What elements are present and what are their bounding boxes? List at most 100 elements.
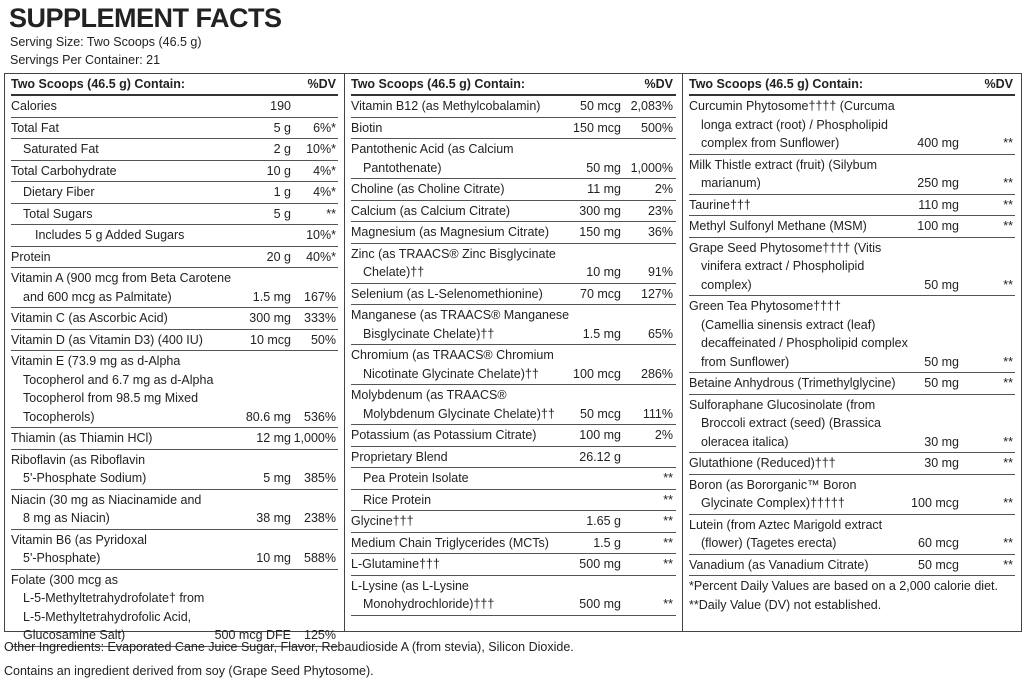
nutrient-name: decaffeinated / Phospholipid complex	[701, 336, 908, 350]
nutrient-name: Vitamin B6 (as Pyridoxal	[11, 532, 147, 547]
nutrient-name: Proprietary Blend	[351, 449, 448, 464]
nutrient-name: Rice Protein	[363, 492, 432, 507]
nutrient-name: (Camellia sinensis extract (leaf)	[701, 317, 876, 332]
nutrient-name: 5'-Phosphate)	[23, 551, 101, 565]
daily-value: **	[1003, 376, 1013, 390]
daily-value: 500%	[641, 120, 673, 135]
nutrient-name: Saturated Fat	[23, 142, 99, 156]
amount: 26.12 g	[579, 449, 621, 464]
facts-table: Two Scoops (46.5 g) Contain: %DV Calories 1…	[4, 73, 1022, 647]
amount: 400 mg	[917, 136, 959, 150]
nutrient-name: Manganese (as TRAACS® Manganese	[351, 308, 570, 322]
nutrient-name: Includes 5 g Added Sugars	[35, 228, 185, 242]
amount: 300 mg	[579, 203, 621, 218]
nutrient-row: Total Carbohydrate 10 g 4%*	[11, 161, 338, 182]
amount: 5 g	[273, 120, 291, 135]
amount: 50 mg	[586, 160, 621, 175]
nutrient-row: Total Sugars 5 g **	[11, 204, 338, 225]
nutrient-row: Methyl Sulfonyl Methane (MSM) 100 mg **	[689, 216, 1015, 238]
nutrient-row: Green Tea Phytosome†††† (Camellia sinensi…	[689, 296, 1015, 373]
nutrient-row: Selenium (as L-Selenomethionine) 70 mcg 12…	[351, 284, 676, 305]
nutrient-row: Calories 190	[11, 96, 338, 118]
nutrient-name: Taurine†††	[689, 197, 751, 212]
nutrient-row: Rice Protein **	[351, 490, 676, 511]
amount: 500 mg	[579, 557, 621, 571]
amount: 11 mg	[587, 182, 621, 196]
nutrient-row: Chromium (as TRAACS® Chromium Nicotinate …	[351, 345, 676, 385]
daily-value: 333%	[304, 311, 336, 325]
nutrient-name: Calcium (as Calcium Citrate)	[351, 203, 511, 218]
amount: 50 mcg	[580, 99, 621, 113]
nutrient-name: Curcumin Phytosome†††† (Curcuma	[689, 99, 895, 113]
nutrient-row: Niacin (30 mg as Niacinamide and 8 mg as …	[11, 490, 338, 530]
footnote: *Percent Daily Values are based on a 2,0…	[689, 579, 998, 593]
daily-value: **	[1003, 136, 1013, 150]
daily-value: 1,000%	[293, 431, 336, 445]
daily-value: **	[1003, 557, 1013, 572]
nutrient-row: Curcumin Phytosome†††† (Curcuma longa ext…	[689, 96, 1015, 155]
daily-value: 238%	[304, 511, 336, 525]
nutrient-name: Choline (as Choline Citrate)	[351, 182, 505, 196]
nutrient-name: Pantothenic Acid (as Calcium	[351, 142, 514, 156]
nutrient-row: Zinc (as TRAACS® Zinc Bisglycinate Chelat…	[351, 244, 676, 284]
nutrient-row: Boron (as Bororganic™ Boron Glycinate Com…	[689, 475, 1015, 515]
nutrient-name: Biotin	[351, 120, 383, 135]
daily-value: 40%*	[306, 249, 336, 264]
nutrient-name: longa extract (root) / Phospholipid	[701, 117, 888, 132]
nutrient-name: marianum)	[701, 176, 761, 190]
nutrient-name: Bisglycinate Chelate)††	[363, 326, 495, 341]
title: SUPPLEMENT FACTS	[9, 3, 282, 33]
nutrient-name: (flower) (Tagetes erecta)	[701, 536, 837, 550]
nutrient-name: Thiamin (as Thiamin HCl)	[11, 431, 153, 445]
daily-value: 65%	[647, 326, 673, 341]
nutrient-row: Vitamin C (as Ascorbic Acid) 300 mg 333%	[11, 308, 338, 330]
nutrient-row: Vitamin E (73.9 mg as d-Alpha Tocopherol …	[11, 351, 338, 428]
amount: 110 mg	[918, 197, 959, 212]
nutrient-row: Riboflavin (as Riboflavin 5'-Phosphate So…	[11, 450, 338, 490]
nutrient-name: Folate (300 mcg as	[11, 572, 118, 587]
column-heading: Two Scoops (46.5 g) Contain:	[11, 77, 186, 91]
daily-value: 1,000%	[630, 160, 673, 175]
nutrient-name: Medium Chain Triglycerides (MCTs)	[351, 535, 549, 550]
nutrient-name: Sulforaphane Glucosinolate (from	[689, 397, 876, 412]
servings: Servings Per Container: 21	[10, 53, 161, 67]
nutrient-name: Nicotinate Glycinate Chelate)††	[363, 366, 539, 381]
amount: 1.5 mg	[582, 326, 621, 341]
nutrient-row: Vitamin A (900 mcg from Beta Carotene and…	[11, 268, 338, 308]
nutrient-name: Tocopherol from 98.5 mg Mixed	[23, 391, 199, 405]
amount: 1.5 g	[593, 535, 621, 550]
amount: 150 mcg	[573, 120, 621, 135]
column: Two Scoops (46.5 g) Contain: %DV Calories 1…	[5, 74, 344, 647]
daily-value: 4%*	[313, 185, 336, 199]
nutrient-name: Chelate)††	[363, 265, 425, 279]
column-header: Two Scoops (46.5 g) Contain: %DV	[351, 74, 676, 96]
nutrient-name: Grape Seed Phytosome†††† (Vitis	[689, 240, 882, 255]
nutrient-name: Selenium (as L-Selenomethionine)	[351, 286, 543, 301]
nutrient-name: Glycine†††	[351, 514, 414, 528]
nutrient-name: from Sunflower)	[701, 354, 790, 369]
nutrient-name: Vanadium (as Vanadium Citrate)	[689, 557, 869, 572]
daily-value: **	[663, 471, 673, 485]
column: Two Scoops (46.5 g) Contain: %DV Curcumin …	[682, 74, 1021, 631]
nutrient-name: Vitamin A (900 mcg from Beta Carotene	[11, 271, 232, 285]
nutrient-name: Niacin (30 mg as Niacinamide and	[11, 492, 202, 507]
daily-value: 36%	[647, 225, 673, 239]
column: Two Scoops (46.5 g) Contain: %DV Vitamin B…	[344, 74, 682, 631]
nutrient-row: Choline (as Choline Citrate) 11 mg 2%	[351, 179, 676, 201]
nutrient-name: Boron (as Bororganic™ Boron	[689, 477, 857, 492]
amount: 10 mg	[256, 551, 291, 565]
nutrient-name: Glycinate Complex)†††††	[701, 496, 845, 510]
amount: 5 mg	[263, 471, 291, 485]
amount: 1 g	[273, 185, 291, 199]
nutrient-row: Pea Protein Isolate **	[351, 468, 676, 490]
nutrient-row: Vitamin B12 (as Methylcobalamin) 50 mcg 2,…	[351, 96, 676, 118]
nutrient-row: Vanadium (as Vanadium Citrate) 50 mcg **	[689, 555, 1015, 576]
daily-value: 385%	[304, 471, 336, 485]
amount: 80.6 mg	[245, 409, 291, 424]
daily-value: **	[1003, 434, 1013, 449]
daily-value: **	[663, 557, 673, 571]
amount: 2 g	[273, 142, 291, 156]
nutrient-name: Dietary Fiber	[23, 185, 95, 199]
daily-value: **	[1003, 197, 1013, 212]
nutrient-name: oleracea italica)	[701, 434, 789, 449]
